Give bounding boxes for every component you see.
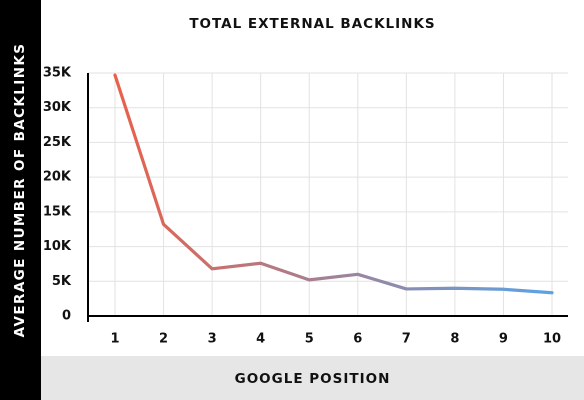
y-tick-label: 10K bbox=[43, 239, 72, 254]
x-tick-label: 4 bbox=[256, 332, 265, 347]
y-axis-label-band: AVERAGE NUMBER OF BACKLINKS bbox=[0, 0, 41, 400]
grid-lines bbox=[88, 72, 568, 316]
y-tick-label: 30K bbox=[43, 100, 72, 115]
x-tick-label: 8 bbox=[450, 332, 459, 347]
y-tick-label: 35K bbox=[43, 66, 72, 81]
x-tick-label: 5 bbox=[305, 332, 314, 347]
x-tick-label: 6 bbox=[353, 332, 362, 347]
y-tick-label: 0 bbox=[62, 309, 71, 324]
x-axis-label-band: GOOGLE POSITION bbox=[41, 356, 584, 400]
x-tick-label: 9 bbox=[499, 332, 508, 347]
series-line-0 bbox=[113, 73, 554, 295]
x-tick-label: 3 bbox=[208, 332, 217, 347]
chart-title: TOTAL EXTERNAL BACKLINKS bbox=[189, 16, 436, 32]
x-axis-label: GOOGLE POSITION bbox=[234, 371, 391, 387]
y-tick-label: 15K bbox=[43, 204, 72, 219]
y-tick-labels: 0 5K 10K 15K 20K 25K 30K 35K bbox=[43, 66, 72, 324]
y-tick-label: 5K bbox=[52, 274, 72, 289]
axes bbox=[87, 73, 568, 322]
x-tick-labels: 1 2 3 4 5 6 7 8 9 10 bbox=[110, 332, 561, 347]
y-tick-label: 25K bbox=[43, 135, 72, 150]
line-chart: 0 5K 10K 15K 20K 25K 30K 35K 1 2 3 4 5 6 7 8 9 10 bbox=[43, 66, 568, 347]
x-tick-label: 10 bbox=[543, 332, 561, 347]
y-tick-label: 20K bbox=[43, 170, 72, 185]
x-tick-label: 7 bbox=[402, 332, 411, 347]
x-tick-label: 1 bbox=[110, 332, 119, 347]
series-layer bbox=[113, 73, 554, 295]
x-tick-label: 2 bbox=[159, 332, 168, 347]
